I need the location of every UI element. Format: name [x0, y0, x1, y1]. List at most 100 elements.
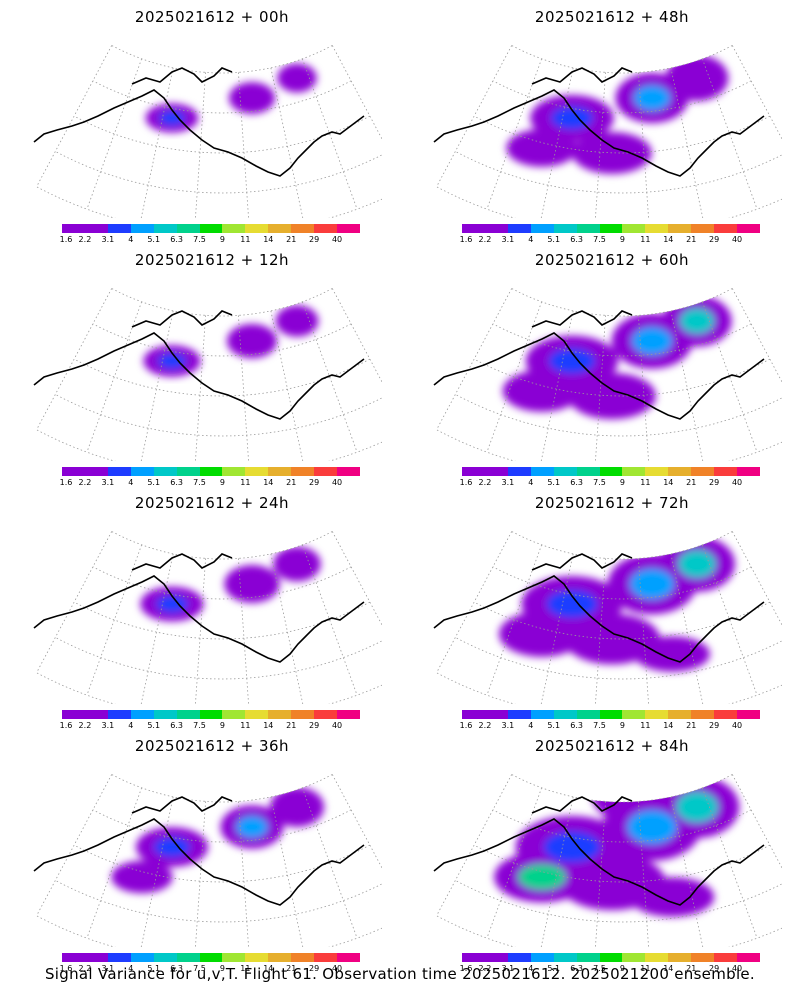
- colorbar-segment: [268, 953, 292, 962]
- variance-blob: [228, 82, 276, 114]
- coastline-arctic: [531, 553, 633, 571]
- colorbar-tick-label: 5.1: [147, 721, 161, 730]
- colorbar-segment: [337, 953, 360, 962]
- longitude-line: [195, 558, 207, 704]
- colorbar-segment: [576, 224, 600, 233]
- colorbar-tick-label: 6.3: [170, 478, 183, 487]
- variance-core: [153, 837, 191, 857]
- colorbar-tick-label: 21: [686, 964, 697, 973]
- colorbar-tick-label: 11: [240, 478, 251, 487]
- colorbar-segment: [153, 224, 177, 233]
- longitude-line: [86, 301, 143, 453]
- colorbar-segment: [553, 710, 577, 719]
- longitude-line: [540, 67, 574, 218]
- colorbar-tick-label: 1.6: [59, 721, 73, 730]
- colorbar-tick-label: 2.2: [78, 478, 92, 487]
- colorbar-tick-label: 2.2: [478, 721, 492, 730]
- colorbar-tick-label: 9: [219, 721, 225, 730]
- colorbar-tick-label: 29: [709, 235, 720, 244]
- colorbar-segment: [599, 467, 623, 476]
- colorbar-segment: [107, 224, 131, 233]
- colorbar-tick-label: 14: [663, 478, 674, 487]
- colorbar-tick-label: 14: [663, 235, 674, 244]
- colorbar-tick-label: 4: [528, 478, 534, 487]
- colorbar-tick-label: 1.6: [459, 964, 473, 973]
- colorbar-segment: [599, 710, 623, 719]
- colorbar-tick-label: 14: [263, 964, 274, 973]
- map-panel-00h: [33, 45, 382, 218]
- latitude-line: [73, 115, 371, 154]
- longitude-line: [195, 801, 207, 947]
- variance-core: [629, 568, 675, 600]
- colorbar: [62, 710, 360, 719]
- coastline: [433, 575, 765, 663]
- variance-blob: [629, 877, 715, 917]
- latitude-line: [436, 672, 782, 704]
- colorbar-segment: [62, 953, 85, 962]
- colorbar-segment: [107, 467, 131, 476]
- colorbar-segment: [268, 710, 292, 719]
- colorbar-segment: [199, 224, 223, 233]
- colorbar-tick-label: 7.5: [193, 964, 206, 973]
- longitude-line: [36, 531, 113, 673]
- longitude-line: [731, 45, 782, 140]
- colorbar-tick-label: 6.3: [170, 235, 183, 244]
- colorbar-tick-label: 29: [309, 721, 320, 730]
- colorbar-segment: [337, 467, 360, 476]
- longitude-line: [701, 58, 758, 210]
- variance-core: [678, 550, 716, 578]
- map-panel-12h: [33, 288, 382, 461]
- colorbar-tick-label: 11: [240, 964, 251, 973]
- longitude-line: [140, 796, 174, 947]
- colorbar-segment: [691, 953, 715, 962]
- colorbar-tick-label: 21: [286, 235, 297, 244]
- colorbar-segment: [599, 224, 623, 233]
- colorbar-segment: [462, 224, 485, 233]
- colorbar-tick-label: 21: [686, 478, 697, 487]
- colorbar-segment: [84, 710, 108, 719]
- colorbar: [462, 467, 760, 476]
- colorbar-tick-label: 5.1: [547, 721, 561, 730]
- colorbar-tick-label: 9: [619, 478, 625, 487]
- colorbar-segment: [245, 467, 269, 476]
- variance-core: [543, 831, 601, 863]
- latitude-line: [492, 566, 752, 600]
- colorbar-segment: [62, 467, 85, 476]
- colorbar-segment: [176, 467, 200, 476]
- colorbar-segment: [576, 953, 600, 962]
- colorbar: [462, 710, 760, 719]
- latitude-line: [92, 809, 352, 843]
- colorbar-segment: [222, 710, 246, 719]
- variance-core: [518, 864, 566, 890]
- colorbar-tick-label: 4: [528, 235, 534, 244]
- colorbar-ticks: 1.6 2.2 3.1 4 5.1 6.3 7.5 9 11 14 21 29 40: [60, 478, 360, 490]
- colorbar-segment: [507, 710, 531, 719]
- colorbar-tick-label: 14: [263, 235, 274, 244]
- latitude-line: [55, 637, 382, 680]
- colorbar-ticks: 1.6 2.2 3.1 4 5.1 6.3 7.5 9 11 14 21 29 40: [60, 235, 360, 247]
- latitude-line: [436, 186, 782, 218]
- colorbar: [462, 953, 760, 962]
- colorbar-segment: [314, 224, 338, 233]
- colorbar-tick-label: 1.6: [459, 235, 473, 244]
- colorbar-tick-label: 11: [640, 478, 651, 487]
- variance-blob: [273, 546, 321, 582]
- colorbar-tick-label: 9: [619, 964, 625, 973]
- latitude-line: [55, 394, 382, 437]
- colorbar-segment: [130, 953, 154, 962]
- coastline-arctic: [131, 553, 233, 571]
- latitude-line: [73, 844, 371, 883]
- variance-blob: [665, 55, 729, 101]
- colorbar-ticks: 1.6 2.2 3.1 4 5.1 6.3 7.5 9 11 14 21 29 40: [460, 721, 760, 733]
- colorbar-tick-label: 14: [663, 964, 674, 973]
- colorbar-tick-label: 2.2: [478, 478, 492, 487]
- colorbar-segment: [530, 953, 554, 962]
- colorbar-segment: [714, 710, 738, 719]
- variance-core: [631, 327, 673, 355]
- colorbar-ticks: 1.6 2.2 3.1 4 5.1 6.3 7.5 9 11 14 21 29 40: [459, 235, 760, 247]
- longitude-line: [140, 553, 174, 704]
- colorbar: [62, 224, 360, 233]
- colorbar-tick-label: 40: [331, 235, 343, 244]
- latitude-line: [36, 915, 382, 947]
- colorbar-tick-label: 9: [219, 478, 225, 487]
